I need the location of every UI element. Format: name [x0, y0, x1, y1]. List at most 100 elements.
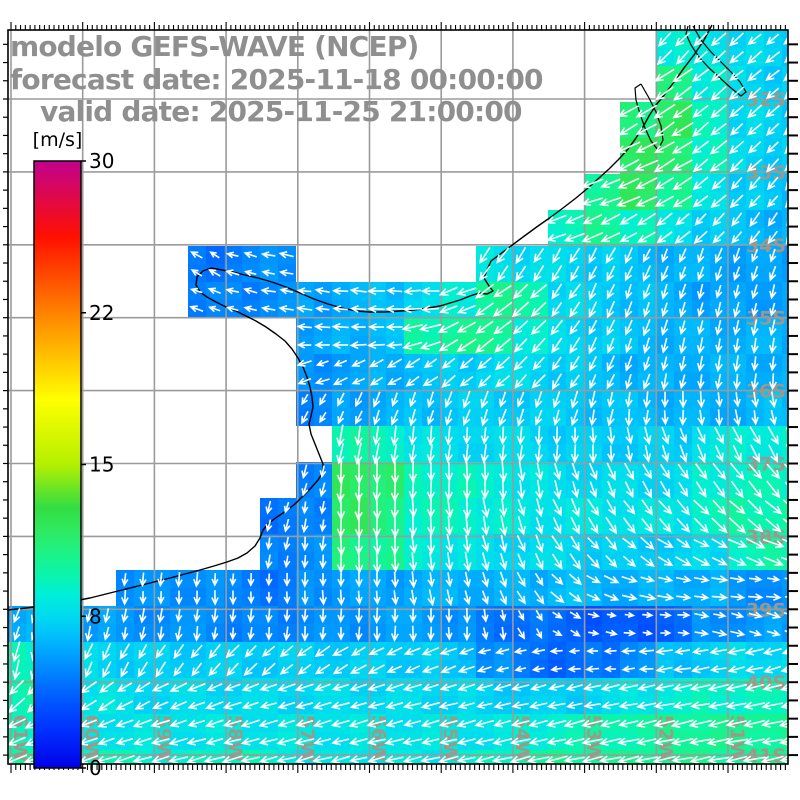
wind-arrow	[552, 409, 561, 426]
map-cell	[782, 624, 788, 642]
wind-arrow	[689, 755, 711, 764]
wind-arrow	[733, 373, 741, 391]
wind-arrow	[709, 665, 727, 674]
wind-arrow	[517, 553, 526, 570]
wind-arrow	[438, 286, 458, 296]
wind-arrow	[751, 248, 759, 263]
wind-arrow	[654, 68, 675, 82]
wind-arrow	[714, 445, 724, 463]
wind-arrow	[749, 230, 761, 245]
wind-arrow	[301, 393, 309, 406]
wind-arrow	[674, 32, 691, 47]
wind-arrow	[445, 608, 453, 624]
wind-arrow	[571, 481, 580, 499]
wind-arrow	[366, 719, 387, 728]
wind-arrow	[696, 427, 706, 445]
wind-arrow	[534, 444, 544, 464]
wind-arrow	[355, 608, 363, 624]
wind-arrow	[635, 104, 658, 118]
wind-arrow	[296, 323, 312, 331]
wind-arrow	[403, 701, 422, 710]
wind-arrow	[732, 247, 741, 264]
wind-arrow	[696, 337, 705, 355]
wind-arrow	[606, 355, 616, 373]
wind-arrow	[711, 50, 726, 65]
wind-arrow	[150, 719, 171, 728]
wind-arrow	[265, 608, 273, 624]
map-cell	[782, 210, 788, 228]
wind-arrow	[659, 480, 671, 499]
wind-arrow	[229, 627, 237, 641]
wind-arrow	[423, 358, 438, 369]
wind-arrow	[600, 178, 621, 189]
wind-arrow	[747, 123, 763, 136]
wind-arrow	[332, 305, 348, 313]
wind-arrow	[409, 589, 418, 606]
lat-label: 32S	[746, 89, 786, 111]
wind-arrow	[642, 463, 653, 480]
wind-arrow	[750, 373, 759, 391]
wind-arrow	[546, 701, 566, 710]
lagoon-outline	[685, 25, 747, 97]
wind-arrow	[588, 409, 597, 427]
wind-arrow	[728, 556, 747, 566]
wind-arrow	[438, 338, 459, 352]
wind-arrow	[655, 665, 673, 674]
wind-arrow	[441, 357, 456, 369]
wind-arrow	[276, 755, 297, 764]
wind-arrow	[535, 609, 543, 622]
wind-arrow	[709, 647, 728, 656]
wind-arrow	[403, 287, 421, 296]
wind-arrow	[531, 665, 545, 673]
wind-arrow	[715, 338, 723, 354]
wind-arrow	[84, 661, 93, 678]
wind-arrow	[426, 391, 435, 409]
wind-arrow	[409, 533, 418, 554]
wind-arrow	[599, 755, 622, 764]
wind-arrow	[330, 701, 350, 710]
wind-arrow	[531, 647, 546, 655]
wind-arrow	[517, 610, 525, 622]
wind-arrow	[624, 408, 634, 427]
wind-arrow	[498, 408, 507, 427]
wind-arrow	[733, 266, 741, 281]
wind-arrow	[783, 90, 788, 100]
wind-arrow	[319, 465, 327, 479]
wind-arrow	[550, 591, 565, 604]
wind-arrow	[95, 755, 118, 764]
wind-arrow	[659, 611, 673, 619]
wind-arrow	[642, 391, 651, 409]
wind-arrow	[617, 177, 640, 189]
wind-arrow	[672, 194, 693, 208]
wind-arrow	[546, 737, 567, 746]
wind-arrow	[729, 32, 745, 47]
wind-arrow	[694, 611, 710, 619]
wind-arrow	[714, 409, 724, 427]
wind-arrow	[635, 737, 657, 746]
wind-arrow	[190, 644, 203, 659]
wind-arrow	[729, 122, 744, 136]
wind-arrow	[622, 517, 636, 534]
wind-arrow	[445, 572, 453, 588]
wind-arrow	[385, 719, 404, 728]
wind-arrow	[654, 121, 675, 138]
wind-arrow	[730, 176, 743, 190]
wind-arrow	[314, 377, 330, 385]
wind-arrow	[693, 575, 710, 584]
wind-arrow	[221, 755, 243, 764]
wind-arrow	[711, 575, 729, 584]
wind-arrow	[151, 682, 169, 692]
wind-arrow	[761, 701, 784, 710]
wind-arrow	[276, 683, 296, 692]
colorbar-tick-label: 0	[89, 756, 102, 780]
map-cell	[782, 588, 788, 606]
wind-arrow	[459, 375, 474, 387]
wind-arrow	[676, 499, 691, 516]
wind-arrow	[458, 647, 474, 655]
wind-arrow	[619, 213, 638, 225]
wind-arrow	[265, 626, 273, 641]
wind-arrow	[331, 737, 350, 746]
wind-arrow	[765, 518, 782, 533]
wind-arrow	[730, 575, 746, 583]
wind-arrow	[733, 392, 741, 408]
